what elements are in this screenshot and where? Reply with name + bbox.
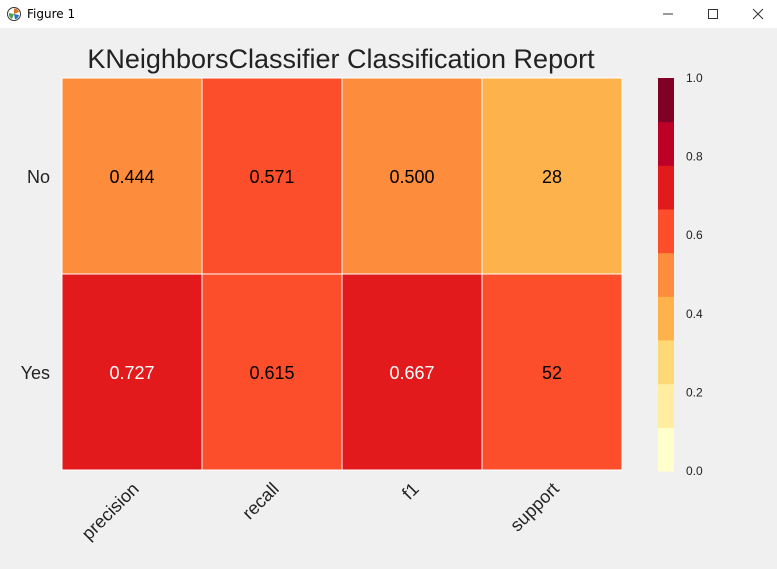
heatmap-cell-yes-support	[481, 273, 623, 471]
cell-value-label: 0.444	[109, 167, 154, 187]
heatmap-cell-yes-precision	[61, 273, 203, 471]
colorbar-segment	[658, 78, 674, 123]
colorbar-tick-label: 0.2	[686, 385, 703, 399]
column-label-f1: f1	[398, 479, 423, 504]
minimize-icon	[663, 13, 673, 15]
cell-value-label: 0.571	[249, 167, 294, 187]
cell-value-label: 0.667	[389, 363, 434, 383]
cell-value-label: 52	[542, 363, 562, 383]
colorbar-segment	[658, 296, 674, 341]
column-label-precision: precision	[78, 479, 143, 544]
row-labels: No Yes	[21, 167, 50, 383]
figure-canvas: KNeighborsClassifier Classification Repo…	[0, 28, 777, 564]
window-title: Figure 1	[27, 7, 76, 21]
minimize-button[interactable]	[645, 0, 691, 28]
colorbar-tick-label: 1.0	[686, 71, 703, 85]
colorbar-segment	[658, 427, 674, 472]
colorbar-tick-label: 0.4	[686, 307, 703, 321]
colorbar-segment	[658, 209, 674, 254]
close-button[interactable]	[735, 0, 777, 28]
maximize-button[interactable]	[690, 0, 736, 28]
cell-value-label: 0.615	[249, 363, 294, 383]
colorbar-segment	[658, 340, 674, 385]
column-labels: precision recall f1 support	[78, 479, 563, 544]
matplotlib-icon	[7, 7, 21, 21]
chart-title: KNeighborsClassifier Classification Repo…	[87, 44, 595, 74]
heatmap-cell-yes-recall	[201, 273, 343, 471]
heatmap-cell-no-support	[481, 77, 623, 275]
cell-value-label: 0.727	[109, 363, 154, 383]
colorbar-tick-label: 0.0	[686, 464, 703, 478]
column-label-recall: recall	[238, 479, 283, 524]
column-label-support: support	[506, 479, 563, 536]
row-label-no: No	[27, 167, 50, 187]
heatmap-cell-yes-f1	[341, 273, 483, 471]
colorbar-tick-label: 0.8	[686, 150, 703, 164]
colorbar-segment	[658, 121, 674, 166]
colorbar: 0.0 0.2 0.4 0.6 0.8 1.0	[658, 71, 703, 478]
maximize-icon	[708, 9, 718, 19]
heatmap-cell-no-f1	[341, 77, 483, 275]
window-titlebar: Figure 1	[0, 0, 777, 28]
colorbar-segment	[658, 165, 674, 210]
cell-value-label: 0.500	[389, 167, 434, 187]
heatmap-cells: 0.444 0.571 0.500 28 0.727 0.615 0.667 52	[61, 77, 623, 471]
row-label-yes: Yes	[21, 363, 50, 383]
colorbar-tick-label: 0.6	[686, 228, 703, 242]
colorbar-segment	[658, 252, 674, 297]
cell-value-label: 28	[542, 167, 562, 187]
close-icon	[752, 8, 764, 20]
classification-report-chart: KNeighborsClassifier Classification Repo…	[21, 44, 703, 544]
colorbar-segment	[658, 383, 674, 428]
